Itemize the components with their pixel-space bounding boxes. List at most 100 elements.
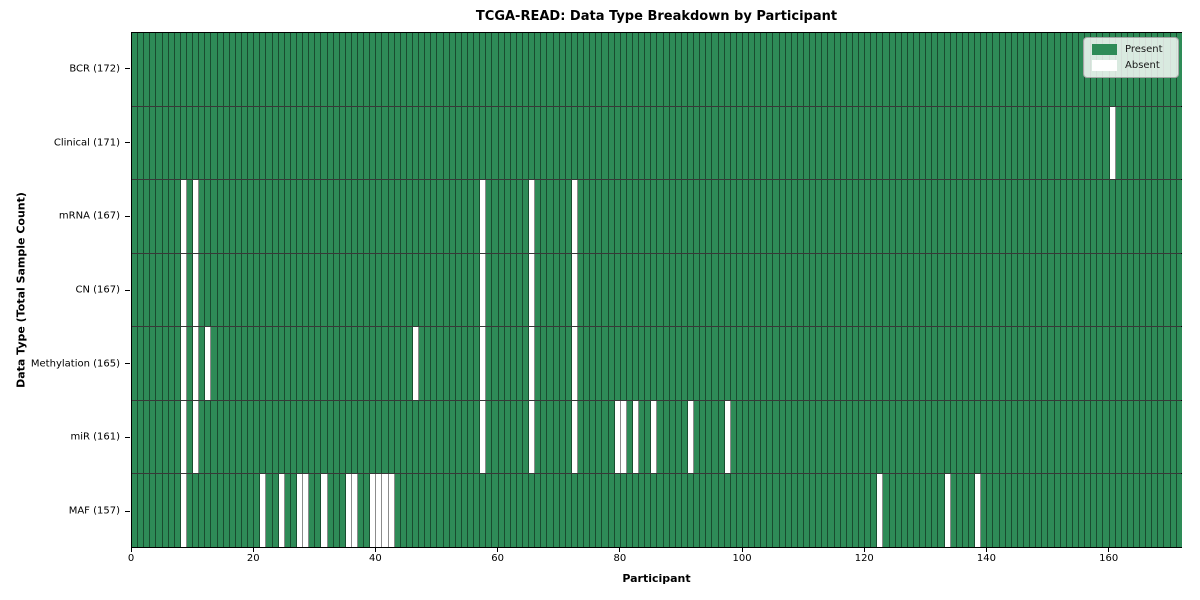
heatmap-cell xyxy=(217,33,224,106)
heatmap-cell xyxy=(687,474,695,548)
heatmap-cell xyxy=(492,474,499,548)
heatmap-cell xyxy=(639,106,646,180)
heatmap-cell xyxy=(1103,327,1110,400)
heatmap-cell xyxy=(596,327,603,400)
heatmap-cell xyxy=(852,33,860,106)
heatmap-cell xyxy=(975,327,982,400)
heatmap-cell xyxy=(1170,474,1177,548)
heatmap-cell xyxy=(144,180,151,253)
heatmap-cell xyxy=(535,474,542,548)
heatmap-cell xyxy=(626,327,633,400)
heatmap-cell xyxy=(449,474,456,548)
heatmap-cell xyxy=(718,180,725,253)
heatmap-cell xyxy=(461,400,469,474)
heatmap-cell xyxy=(498,400,505,474)
heatmap-cell xyxy=(217,253,224,327)
heatmap-cell xyxy=(284,253,291,327)
heatmap-cell xyxy=(443,106,450,180)
heatmap-cell xyxy=(266,400,273,474)
heatmap-cell xyxy=(510,253,517,327)
heatmap-cell xyxy=(736,106,743,180)
heatmap-cell xyxy=(718,400,725,474)
heatmap-cell xyxy=(944,180,951,253)
heatmap-cell xyxy=(785,327,792,400)
heatmap-cell xyxy=(584,474,591,548)
heatmap-cell xyxy=(413,400,420,474)
heatmap-cell xyxy=(132,33,139,106)
heatmap-cell xyxy=(761,106,768,180)
heatmap-cell xyxy=(1152,400,1159,474)
heatmap-cell xyxy=(1072,253,1079,327)
heatmap-cell xyxy=(1030,106,1037,180)
heatmap-cell xyxy=(345,33,352,106)
heatmap-cell xyxy=(804,327,811,400)
heatmap-cell xyxy=(455,106,462,180)
heatmap-cell xyxy=(834,400,841,474)
heatmap-cell xyxy=(889,253,896,327)
heatmap-cell xyxy=(351,327,359,400)
heatmap-cell xyxy=(413,474,420,548)
heatmap-cell xyxy=(871,33,878,106)
heatmap-cell xyxy=(962,180,969,253)
heatmap-cell xyxy=(260,180,267,253)
heatmap-cell xyxy=(920,474,927,548)
heatmap-cell xyxy=(235,327,242,400)
heatmap-cell xyxy=(907,400,914,474)
heatmap-cell xyxy=(1005,106,1012,180)
heatmap-cell xyxy=(755,253,762,327)
heatmap-cell xyxy=(1121,400,1128,474)
heatmap-cell xyxy=(1085,474,1092,548)
heatmap-cell xyxy=(449,400,456,474)
heatmap-cell xyxy=(663,253,670,327)
heatmap-cell xyxy=(816,327,823,400)
heatmap-cell xyxy=(687,106,695,180)
heatmap-cell xyxy=(437,180,444,253)
heatmap-cell xyxy=(327,327,334,400)
heatmap-cell xyxy=(577,327,585,400)
heatmap-cell xyxy=(736,253,743,327)
heatmap-cell xyxy=(358,474,365,548)
heatmap-cell xyxy=(895,33,902,106)
heatmap-cell xyxy=(272,180,279,253)
heatmap-cell xyxy=(296,400,304,474)
heatmap-cell xyxy=(1072,33,1079,106)
heatmap-cell xyxy=(480,327,487,400)
heatmap-cell xyxy=(700,106,707,180)
heatmap-cell xyxy=(425,474,432,548)
heatmap-cell xyxy=(547,253,554,327)
heatmap-cell xyxy=(889,180,896,253)
heatmap-cell xyxy=(248,327,255,400)
y-tick-label: MAF (157) xyxy=(68,505,120,517)
heatmap-cell xyxy=(468,180,475,253)
heatmap-cell xyxy=(993,400,1000,474)
heatmap-cell xyxy=(700,180,707,253)
heatmap-cell xyxy=(1097,253,1104,327)
heatmap-cell xyxy=(1176,253,1182,327)
heatmap-cell xyxy=(736,180,743,253)
heatmap-cell xyxy=(351,400,359,474)
heatmap-cell xyxy=(810,327,817,400)
heatmap-cell xyxy=(645,180,652,253)
heatmap-cell xyxy=(571,327,578,400)
heatmap-cell xyxy=(651,474,658,548)
heatmap-cell xyxy=(290,180,297,253)
heatmap-cell xyxy=(333,474,340,548)
heatmap-cell xyxy=(632,327,640,400)
heatmap-cell xyxy=(223,474,230,548)
heatmap-cell xyxy=(987,474,994,548)
heatmap-cell xyxy=(278,253,285,327)
heatmap-cell xyxy=(327,106,334,180)
heatmap-cell xyxy=(1121,474,1128,548)
heatmap-cell xyxy=(883,474,890,548)
heatmap-cell xyxy=(675,106,682,180)
heatmap-cell xyxy=(162,253,169,327)
heatmap-cell xyxy=(419,33,426,106)
heatmap-cell xyxy=(889,106,896,180)
heatmap-cell xyxy=(651,180,658,253)
heatmap-cell xyxy=(632,400,640,474)
heatmap-cell xyxy=(810,180,817,253)
heatmap-cell xyxy=(895,400,902,474)
heatmap-cell xyxy=(565,474,572,548)
heatmap-cell xyxy=(956,253,963,327)
heatmap-cell xyxy=(907,180,914,253)
